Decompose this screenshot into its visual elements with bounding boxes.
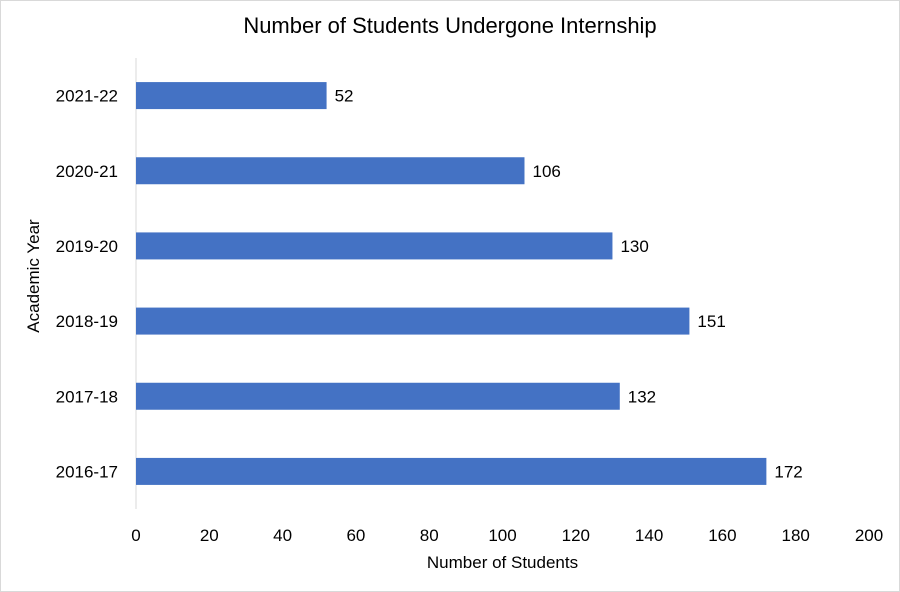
bar-2020-21 — [136, 157, 525, 185]
y-tick-label-2016-17: 2016-17 — [56, 462, 118, 481]
bar-2019-20 — [136, 232, 613, 260]
x-tick-label-60: 60 — [346, 526, 365, 545]
x-tick-label-180: 180 — [782, 526, 810, 545]
data-label-2021-22: 52 — [335, 87, 354, 106]
y-tick-label-2020-21: 2020-21 — [56, 162, 118, 181]
x-tick-label-140: 140 — [635, 526, 663, 545]
x-tick-label-200: 200 — [855, 526, 883, 545]
bar-2017-18 — [136, 382, 620, 410]
data-label-2018-19: 151 — [697, 312, 725, 331]
x-tick-label-0: 0 — [131, 526, 140, 545]
y-tick-label-2018-19: 2018-19 — [56, 312, 118, 331]
bar-2016-17 — [136, 457, 767, 485]
data-label-2019-20: 130 — [620, 237, 648, 256]
x-tick-label-20: 20 — [200, 526, 219, 545]
x-tick-label-100: 100 — [488, 526, 516, 545]
bar-2021-22 — [136, 82, 327, 110]
data-label-2017-18: 132 — [628, 387, 656, 406]
x-tick-label-160: 160 — [708, 526, 736, 545]
bar-2018-19 — [136, 307, 690, 335]
y-axis-label: Academic Year — [24, 219, 43, 333]
x-tick-label-80: 80 — [420, 526, 439, 545]
data-label-2020-21: 106 — [532, 162, 560, 181]
x-tick-label-40: 40 — [273, 526, 292, 545]
x-tick-label-120: 120 — [562, 526, 590, 545]
chart-title: Number of Students Undergone Internship — [243, 13, 657, 38]
x-axis-label: Number of Students — [426, 553, 579, 572]
y-tick-label-2017-18: 2017-18 — [56, 387, 118, 406]
y-tick-label-2021-22: 2021-22 — [56, 87, 118, 106]
data-label-2016-17: 172 — [774, 462, 802, 481]
y-tick-label-2019-20: 2019-20 — [56, 237, 118, 256]
